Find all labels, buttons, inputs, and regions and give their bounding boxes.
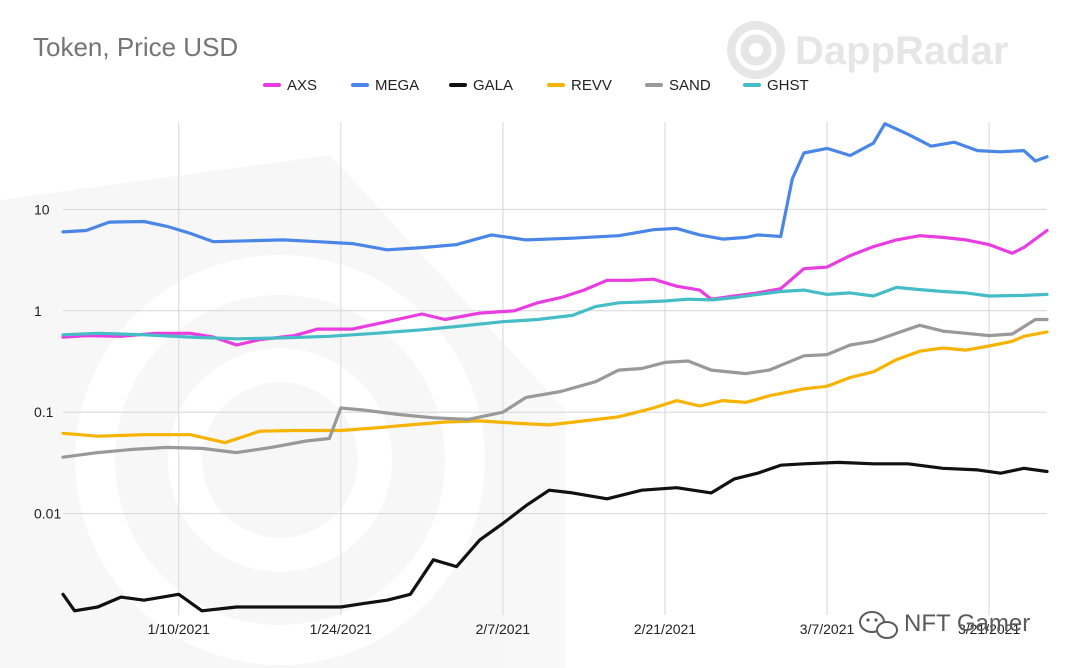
series-line-gala	[61, 460, 1049, 613]
series-line-axs	[61, 228, 1049, 347]
y-tick-label-0_01: 0.01	[34, 506, 61, 522]
x-tick-label-2: 2/7/2021	[476, 621, 531, 637]
dappradar-brand-name: DappRadar	[795, 29, 1008, 73]
legend-label-ghst: GHST	[767, 77, 809, 94]
series-line-sand	[61, 317, 1049, 459]
legend-label-sand: SAND	[669, 77, 711, 94]
x-tick-label-0: 1/10/2021	[148, 621, 210, 637]
x-tick-label-1: 1/24/2021	[310, 621, 372, 637]
background-logo	[0, 155, 565, 668]
x-tick-label-3: 2/21/2021	[634, 621, 696, 637]
series-line-mega	[61, 122, 1049, 252]
legend-item-gala: GALA	[449, 77, 513, 94]
x-axis-labels: 1/10/2021 1/24/2021 2/7/2021 2/21/2021 3/7/2…	[148, 621, 1021, 637]
legend-item-axs: AXS	[263, 77, 317, 94]
wechat-icon	[859, 611, 898, 639]
y-tick-label-0_1: 0.1	[34, 404, 54, 420]
y-tick-label-1: 1	[34, 303, 42, 319]
series-line-revv	[61, 330, 1049, 445]
legend-item-mega: MEGA	[351, 77, 419, 94]
legend-item-sand: SAND	[645, 77, 711, 94]
legend-label-gala: GALA	[473, 77, 513, 94]
dappradar-logo: DappRadar	[727, 21, 1008, 79]
y-tick-label-10: 10	[34, 201, 50, 217]
y-axis-labels: 10 1 0.1 0.01	[34, 201, 61, 521]
series-line-ghst	[61, 285, 1049, 341]
series-lines	[61, 122, 1049, 613]
legend-item-ghst: GHST	[743, 77, 809, 94]
dappradar-radar-icon	[727, 21, 785, 79]
legend-item-revv: REVV	[547, 77, 612, 94]
legend-label-revv: REVV	[571, 77, 612, 94]
gridlines	[63, 122, 1047, 615]
legend-label-mega: MEGA	[375, 77, 419, 94]
watermark-text: NFT Gamer	[904, 610, 1030, 637]
nft-gamer-watermark: NFT Gamer	[859, 610, 1030, 639]
chart-title: Token, Price USD	[33, 32, 238, 62]
x-tick-label-5: 3/21/2021	[958, 621, 1020, 637]
legend: AXS MEGA GALA REVV SAND GHST	[263, 77, 809, 94]
legend-label-axs: AXS	[287, 77, 317, 94]
x-tick-label-4: 3/7/2021	[800, 621, 855, 637]
